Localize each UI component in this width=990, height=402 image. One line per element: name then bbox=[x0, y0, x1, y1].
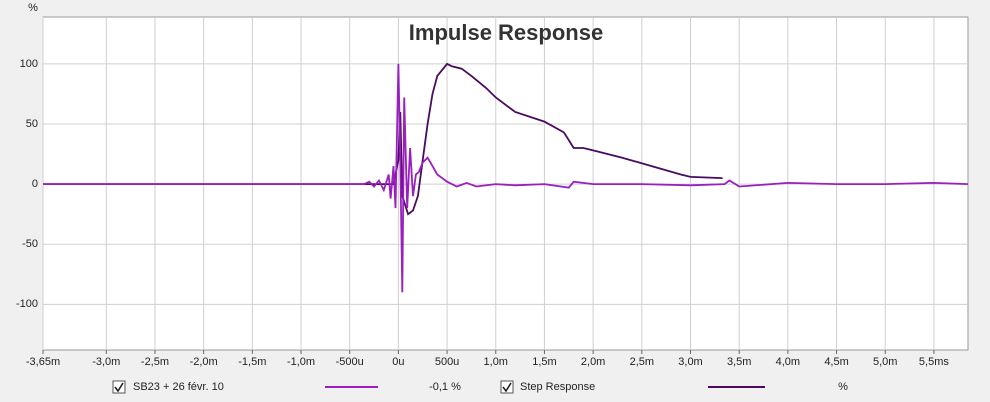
x-tick-label: -2,5m bbox=[141, 356, 169, 368]
x-tick-label: 2,5m bbox=[630, 356, 654, 368]
series-line bbox=[43, 63, 969, 293]
legend-readout: -0,1 % bbox=[429, 381, 461, 393]
y-tick-label: 50 bbox=[26, 118, 38, 130]
legend-label: Step Response bbox=[520, 381, 595, 393]
legend-label: SB23 + 26 févr. 10 bbox=[133, 381, 224, 393]
y-tick-label: -50 bbox=[22, 238, 38, 250]
y-tick-label: 100 bbox=[20, 58, 38, 70]
y-unit: % bbox=[28, 2, 38, 14]
x-tick-label: 3,0m bbox=[678, 356, 702, 368]
lines bbox=[43, 62, 969, 293]
x-tick-label: -1,0m bbox=[287, 356, 315, 368]
x-tick-label: -2,0m bbox=[190, 356, 218, 368]
x-tick-label: 3,5m bbox=[727, 356, 751, 368]
x-tick-label: 5,5ms bbox=[919, 356, 949, 368]
x-tick-label: 1,5m bbox=[532, 356, 556, 368]
x-tick-label: -3,0m bbox=[92, 356, 120, 368]
series-line bbox=[43, 62, 723, 216]
x-tick-label: -1,5m bbox=[238, 356, 266, 368]
x-tick-label: -500u bbox=[336, 356, 364, 368]
x-tick-label: 0u bbox=[392, 356, 404, 368]
x-tick-label: 1,0m bbox=[484, 356, 508, 368]
x-tick-label: 2,0m bbox=[581, 356, 605, 368]
x-tick-label: 500u bbox=[435, 356, 459, 368]
y-tick-label: -100 bbox=[16, 298, 38, 310]
checkbox[interactable] bbox=[500, 380, 514, 394]
checkmark bbox=[502, 382, 512, 393]
x-tick-label: -3,65m bbox=[26, 356, 60, 368]
x-tick-label: 4,0m bbox=[776, 356, 800, 368]
checkbox[interactable] bbox=[112, 380, 126, 394]
x-tick-label: 4,5m bbox=[824, 356, 848, 368]
checkmark bbox=[114, 382, 124, 393]
legend-readout: % bbox=[838, 381, 848, 393]
y-tick-label: 0 bbox=[32, 178, 38, 190]
x-tick-label: 5,0m bbox=[873, 356, 897, 368]
legend: SB23 + 26 févr. 10 -0,1 % Step Response% bbox=[112, 380, 848, 394]
chart-title: Impulse Response bbox=[409, 20, 603, 45]
